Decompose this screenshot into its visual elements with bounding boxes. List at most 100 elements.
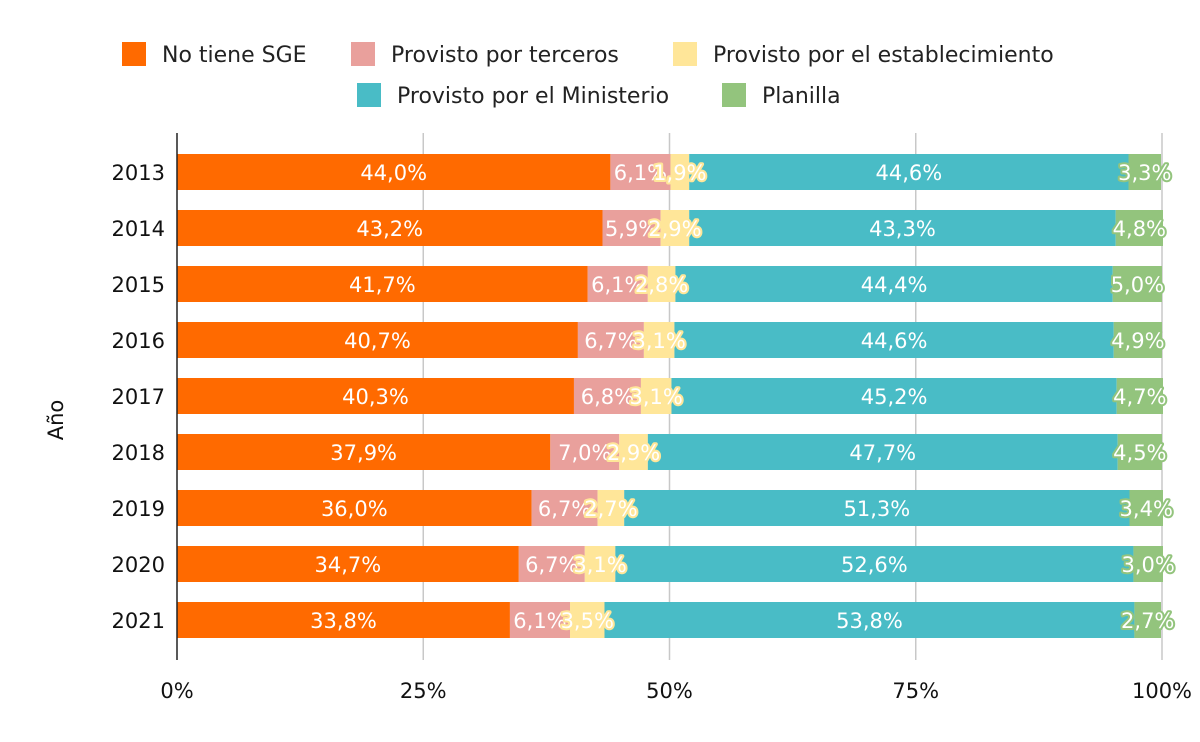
bar-segment [577, 322, 644, 358]
legend-swatch [357, 83, 381, 107]
data-label: 7,0% [558, 441, 611, 465]
data-label: 6,1% [614, 161, 667, 185]
legend-swatch [722, 83, 746, 107]
bar-segment [177, 490, 532, 526]
data-label: 36,0% [321, 497, 388, 521]
bar-segment [177, 546, 519, 582]
bar-segment [1128, 154, 1162, 190]
y-tick-label: 2018 [112, 441, 165, 465]
data-label: 3,1% [630, 385, 683, 409]
data-label: 37,9% [330, 441, 397, 465]
data-label: 6,1% [591, 273, 644, 297]
data-label: 6,7% [538, 497, 591, 521]
bar-segment [1113, 322, 1162, 358]
bar-segment [570, 602, 605, 638]
bar-segment [177, 602, 510, 638]
bar-segment [674, 322, 1114, 358]
bar-segment [1129, 490, 1163, 526]
data-label: 40,3% [342, 385, 409, 409]
data-label: 4,8% [1113, 217, 1166, 241]
data-label: 3,4% [1120, 497, 1173, 521]
data-label: 5,9% [605, 217, 658, 241]
y-tick-label: 2019 [112, 497, 165, 521]
legend-label: Provisto por el establecimiento [713, 43, 1054, 68]
bar-segment [689, 210, 1116, 246]
legend-swatch [122, 42, 146, 66]
bar-segment [597, 490, 625, 526]
x-tick-label: 100% [1132, 679, 1192, 703]
bar-segment [675, 266, 1113, 302]
bar-segment [177, 266, 588, 302]
data-label: 3,1% [632, 329, 685, 353]
bar-segment [610, 154, 671, 190]
bar-segment [177, 434, 551, 470]
bar-segment [1112, 266, 1162, 302]
legend-label: Provisto por terceros [391, 43, 619, 68]
y-tick-label: 2021 [112, 609, 165, 633]
data-label: 2,9% [607, 441, 660, 465]
x-tick-label: 50% [646, 679, 693, 703]
bar-segment [1115, 210, 1163, 246]
bar-segment [518, 546, 585, 582]
bar-segment [1117, 434, 1162, 470]
bar-segment [689, 154, 1129, 190]
data-label: 45,2% [861, 385, 928, 409]
data-label: 41,7% [349, 273, 416, 297]
data-label: 53,8% [836, 609, 903, 633]
legend-label: Provisto por el Ministerio [397, 84, 669, 109]
data-label: 2,7% [584, 497, 637, 521]
data-label: 3,5% [561, 609, 614, 633]
x-tick-label: 75% [892, 679, 939, 703]
data-label: 40,7% [344, 329, 411, 353]
legend-swatch [673, 42, 697, 66]
data-label: 6,7% [525, 553, 578, 577]
bar-segment [177, 154, 611, 190]
bar-segment [584, 546, 616, 582]
data-label: 44,0% [360, 161, 427, 185]
y-axis-title: Año [44, 400, 68, 441]
legend-label: No tiene SGE [162, 43, 307, 68]
bar-segment [619, 434, 648, 470]
data-label: 4,5% [1113, 441, 1166, 465]
data-label: 2,9% [648, 217, 701, 241]
data-label: 51,3% [843, 497, 910, 521]
data-label: 44,6% [861, 329, 928, 353]
data-label: 5,0% [1111, 273, 1164, 297]
legend-swatch [351, 42, 375, 66]
data-label: 4,9% [1111, 329, 1164, 353]
data-label: 33,8% [310, 609, 377, 633]
bar-segment [604, 602, 1135, 638]
bar-segment [550, 434, 620, 470]
bar-segment [509, 602, 571, 638]
bar-segment [640, 378, 672, 414]
y-tick-label: 2013 [112, 161, 165, 185]
bar-segment [573, 378, 641, 414]
bar-segment [587, 266, 648, 302]
data-label: 3,1% [573, 553, 626, 577]
bar-segment [647, 266, 676, 302]
data-label: 2,8% [635, 273, 688, 297]
data-label: 6,8% [581, 385, 634, 409]
x-tick-label: 25% [400, 679, 447, 703]
data-label: 2,7% [1121, 609, 1174, 633]
y-tick-label: 2017 [112, 385, 165, 409]
bar-segment [177, 210, 603, 246]
bar-segment [1133, 546, 1163, 582]
bar-segment [177, 378, 574, 414]
bar-segment [670, 154, 690, 190]
data-label: 3,3% [1118, 161, 1171, 185]
data-label: 44,6% [875, 161, 942, 185]
data-label: 6,1% [513, 609, 566, 633]
bar-segment [602, 210, 661, 246]
legend-label: Planilla [762, 84, 841, 109]
data-label: 4,7% [1113, 385, 1166, 409]
data-label: 1,9% [653, 161, 706, 185]
y-tick-label: 2020 [112, 553, 165, 577]
bar-segment [1134, 602, 1162, 638]
data-label: 47,7% [849, 441, 916, 465]
data-label: 3,0% [1122, 553, 1175, 577]
x-tick-label: 0% [160, 679, 193, 703]
bar-segment [1116, 378, 1163, 414]
bar-segment [531, 490, 598, 526]
